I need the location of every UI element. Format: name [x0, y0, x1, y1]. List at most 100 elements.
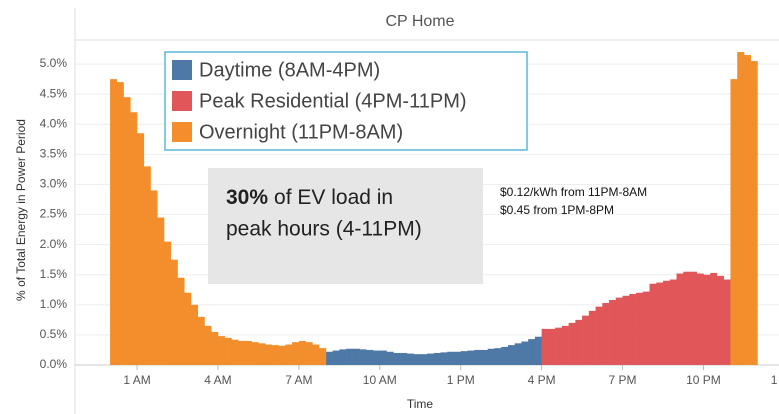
x-axis-label: Time [407, 397, 434, 411]
legend-label: Overnight (11PM-8AM) [199, 121, 403, 143]
legend-label: Peak Residential (4PM-11PM) [199, 90, 467, 112]
bar [197, 316, 205, 365]
bar [501, 346, 509, 365]
note-line: $0.12/kWh from 11PM-8AM [500, 185, 647, 199]
bar [143, 166, 151, 365]
note-line: $0.45 from 1PM-8PM [500, 203, 614, 217]
chart-title: CP Home [385, 13, 454, 30]
bar [602, 303, 610, 365]
bar [548, 328, 556, 365]
bar [507, 345, 515, 365]
bar [413, 354, 421, 365]
bar [137, 133, 145, 365]
legend-swatch [172, 122, 192, 142]
bar [541, 328, 549, 365]
bar [528, 339, 536, 365]
bar [676, 273, 684, 365]
bar [588, 310, 596, 365]
bar [190, 304, 199, 365]
x-tick-label: 10 AM [363, 373, 397, 387]
callout-line: peak hours (4-11PM) [226, 218, 422, 241]
x-tick-label: 7 PM [609, 373, 637, 387]
bar [332, 350, 340, 365]
bar [238, 340, 246, 365]
bar [339, 349, 347, 365]
bar [460, 351, 468, 365]
bar [393, 352, 401, 365]
bar [703, 274, 711, 365]
x-tick-label: 10 PM [686, 373, 721, 387]
y-tick-label: 3.5% [40, 147, 68, 161]
bar [346, 348, 354, 365]
bar [420, 354, 428, 365]
bar [170, 259, 178, 365]
bar [730, 79, 738, 366]
bar [312, 344, 320, 365]
overlay: Daytime (8AM-4PM) Peak Residential (4PM-1… [164, 51, 647, 284]
callout-text: 30% of EV load in [226, 186, 393, 209]
plot-area: 0.0% 0.5% 1.0% 1.5% 2.0% 2.5% 3.0% 3.5% 4.0% 4.5%… [40, 52, 779, 387]
bar [292, 342, 300, 365]
bar [271, 345, 279, 365]
bar [251, 342, 259, 365]
bar [716, 275, 725, 365]
bar [440, 352, 448, 365]
bar [184, 292, 192, 365]
bar [352, 348, 360, 365]
bar [298, 340, 306, 365]
bar [433, 352, 441, 365]
y-tick-label: 2.5% [40, 207, 68, 221]
x-tick-label: 4 AM [204, 373, 231, 387]
callout-box [208, 168, 483, 284]
bar [386, 351, 394, 365]
y-tick-label: 2.0% [40, 237, 68, 251]
bar [582, 315, 590, 365]
bar [130, 112, 138, 365]
bar [116, 82, 124, 365]
bar [669, 279, 677, 365]
bar [110, 79, 118, 366]
legend-swatch [172, 91, 192, 111]
bar [743, 55, 751, 365]
x-tick-label: 1 PM [447, 373, 475, 387]
bar [150, 190, 158, 365]
y-tick-label: 5.0% [40, 56, 68, 70]
bar [750, 61, 758, 365]
bar [561, 325, 569, 365]
bar [480, 349, 488, 365]
bar [696, 273, 704, 365]
bar [615, 297, 623, 365]
y-axis-label: % of Total Energy in Power Period [14, 119, 28, 301]
bar [204, 325, 212, 365]
bar [453, 351, 462, 365]
bar [683, 271, 691, 365]
bar [319, 348, 327, 365]
x-tick-label: 1 AM [123, 373, 150, 387]
bar [636, 292, 644, 365]
bar [211, 331, 219, 365]
bar [217, 336, 226, 365]
bar [224, 337, 232, 365]
bar [447, 351, 455, 365]
bar [265, 344, 273, 365]
legend-label: Daytime (8AM-4PM) [199, 59, 380, 81]
legend-swatch [172, 60, 192, 80]
y-tick-label: 0.5% [40, 327, 68, 341]
callout-line: of EV load in [274, 186, 393, 209]
x-tick-label: 4 PM [528, 373, 556, 387]
y-tick-label: 0.0% [40, 357, 68, 371]
bar [258, 343, 266, 365]
bar [642, 291, 650, 365]
y-tick-label: 4.0% [40, 116, 68, 130]
bar [285, 344, 293, 365]
bar [710, 272, 718, 365]
bar [555, 327, 563, 365]
bar [157, 217, 165, 365]
bar [595, 306, 603, 365]
bar [656, 282, 664, 365]
bar [231, 339, 239, 365]
bar [689, 271, 698, 365]
bar [663, 280, 671, 365]
bar [521, 341, 529, 365]
